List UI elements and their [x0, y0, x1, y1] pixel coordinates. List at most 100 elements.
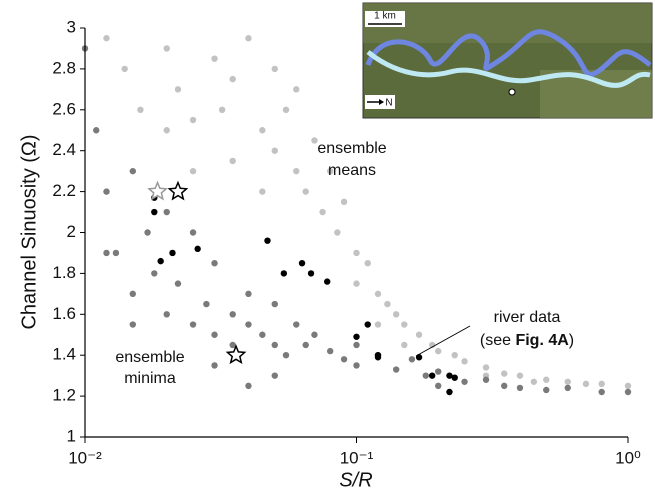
point [259, 331, 266, 338]
point [271, 372, 278, 379]
point [293, 86, 300, 93]
annotation: means [328, 162, 376, 179]
y-tick-label: 2 [67, 222, 76, 241]
point [326, 347, 334, 355]
point [103, 188, 110, 195]
point [501, 370, 508, 377]
y-tick-label: 3 [67, 17, 76, 36]
point [229, 75, 236, 83]
point [229, 157, 236, 165]
point [259, 127, 266, 134]
point [415, 331, 423, 338]
point [482, 364, 490, 371]
point [298, 259, 306, 267]
scale-box [365, 11, 405, 27]
point [543, 386, 550, 394]
point [203, 300, 210, 308]
point [353, 333, 360, 340]
point [340, 356, 348, 363]
point [194, 245, 201, 253]
point [163, 127, 170, 134]
point [144, 229, 151, 236]
point [259, 188, 266, 195]
point [245, 35, 252, 42]
inset-river-new [366, 50, 651, 88]
point [264, 237, 271, 244]
point [189, 229, 197, 236]
point [364, 321, 371, 328]
point [392, 311, 400, 318]
point [307, 270, 315, 277]
point [103, 35, 110, 42]
point [311, 331, 318, 338]
point [401, 321, 408, 328]
point [461, 358, 468, 365]
plot-area [81, 35, 632, 396]
point [564, 378, 571, 385]
point [121, 65, 128, 73]
y-axis-label: Channel Sinuosity (Ω) [18, 134, 40, 329]
inset-river-old [365, 29, 652, 77]
point [311, 137, 318, 144]
point [624, 388, 632, 396]
point [163, 45, 170, 52]
point [282, 106, 290, 114]
point [211, 259, 218, 267]
leader-line [415, 325, 471, 357]
point [384, 300, 391, 308]
point [422, 372, 430, 379]
point [364, 259, 371, 267]
y-tick-label: 1.4 [52, 345, 76, 364]
y-tick-label: 2.6 [52, 99, 76, 118]
point [428, 372, 436, 379]
point [218, 106, 226, 114]
point [282, 352, 290, 359]
point [163, 311, 170, 318]
scale-label: 1 km [374, 11, 396, 22]
point [435, 368, 442, 375]
point [353, 362, 360, 369]
annotation: ensemble [317, 140, 386, 157]
star-point [225, 344, 247, 365]
point [151, 270, 158, 277]
point [501, 382, 508, 390]
north-arrow-head [379, 99, 384, 105]
point [293, 321, 300, 328]
point [446, 372, 453, 379]
point [245, 290, 252, 298]
point [211, 55, 218, 62]
point [435, 347, 442, 355]
star-point [147, 180, 168, 201]
point [174, 280, 182, 287]
point [174, 86, 182, 93]
annotation: river data [494, 309, 561, 326]
point [516, 384, 524, 392]
point [516, 372, 524, 379]
point [245, 321, 252, 328]
point [598, 380, 605, 388]
point [374, 321, 382, 328]
point [564, 384, 571, 392]
annotation: (see Fig. 4A) [480, 332, 574, 349]
point [163, 208, 170, 216]
point [302, 188, 309, 195]
point [446, 388, 453, 396]
point [598, 388, 605, 396]
point [451, 352, 458, 359]
point [302, 341, 309, 349]
y-tick-label: 1.6 [52, 304, 76, 323]
point [401, 341, 408, 349]
annotation: minima [124, 370, 176, 387]
point [374, 354, 382, 361]
point [129, 321, 137, 328]
inset-field [363, 3, 652, 43]
point [151, 208, 158, 216]
point [271, 65, 278, 73]
point [392, 366, 400, 373]
point [137, 106, 144, 114]
point [293, 167, 300, 175]
annotation-part: ) [569, 332, 574, 349]
y-tick-label: 2.8 [52, 58, 76, 77]
y-tick-label: 1.2 [52, 386, 76, 405]
